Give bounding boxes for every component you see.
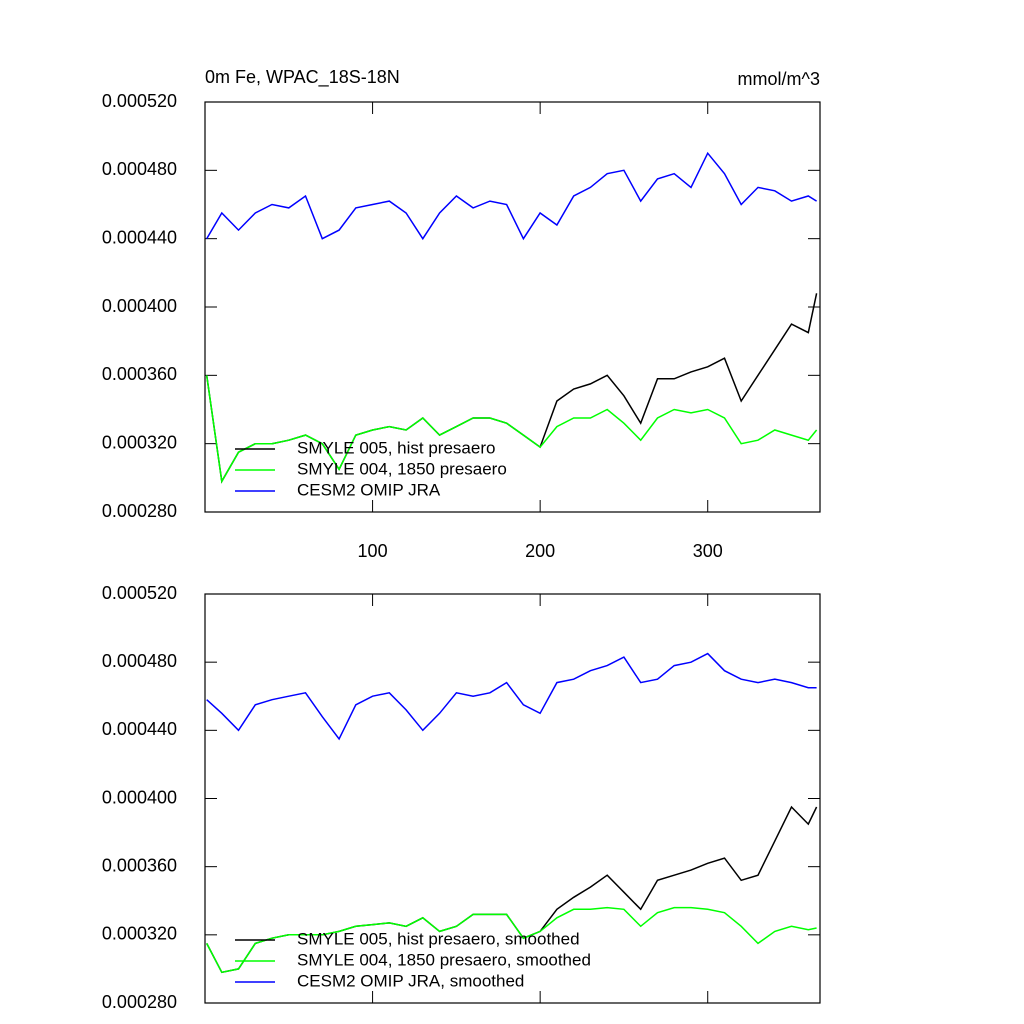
y-tick-label: 0.000520 [102, 91, 177, 111]
legend-label: SMYLE 004, 1850 presaero [297, 459, 507, 478]
x-tick-label: 300 [693, 541, 723, 561]
y-tick-label: 0.000320 [102, 432, 177, 452]
y-tick-label: 0.000440 [102, 227, 177, 247]
units-label: mmol/m^3 [738, 69, 820, 89]
y-tick-label: 0.000440 [102, 719, 177, 739]
y-tick-label: 0.000400 [102, 787, 177, 807]
legend-label: SMYLE 004, 1850 presaero, smoothed [297, 950, 591, 969]
series-line [206, 151, 817, 241]
y-tick-label: 0.000360 [102, 364, 177, 384]
y-tick-label: 0.000400 [102, 296, 177, 316]
legend-label: CESM2 OMIP JRA [297, 480, 441, 499]
chart-title: 0m Fe, WPAC_18S-18N [205, 67, 400, 88]
y-tick-label: 0.000520 [102, 583, 177, 603]
series-line [206, 906, 817, 974]
y-tick-label: 0.000480 [102, 159, 177, 179]
y-tick-label: 0.000480 [102, 651, 177, 671]
y-tick-label: 0.000280 [102, 501, 177, 521]
legend-label: CESM2 OMIP JRA, smoothed [297, 971, 524, 990]
series-line [205, 375, 818, 484]
y-tick-label: 0.000320 [102, 924, 177, 944]
y-tick-label: 0.000360 [102, 855, 177, 875]
legend-label: SMYLE 005, hist presaero, smoothed [297, 929, 580, 948]
series-line [206, 652, 817, 741]
x-tick-label: 200 [525, 541, 555, 561]
y-tick-label: 0.000280 [102, 992, 177, 1012]
x-tick-label: 100 [358, 541, 388, 561]
legend-label: SMYLE 005, hist presaero [297, 438, 495, 457]
